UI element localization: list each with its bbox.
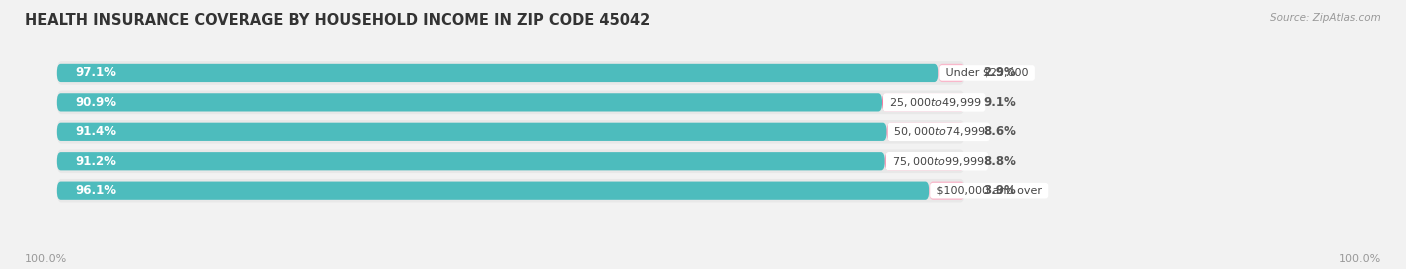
Text: 90.9%: 90.9%: [76, 96, 117, 109]
Text: 91.4%: 91.4%: [76, 125, 117, 138]
Text: 97.1%: 97.1%: [76, 66, 117, 79]
Text: $50,000 to $74,999: $50,000 to $74,999: [890, 125, 987, 138]
FancyBboxPatch shape: [56, 179, 965, 203]
FancyBboxPatch shape: [56, 152, 884, 170]
Text: 8.6%: 8.6%: [984, 125, 1017, 138]
Text: 100.0%: 100.0%: [1339, 254, 1381, 264]
Text: $100,000 and over: $100,000 and over: [934, 186, 1046, 196]
Text: 91.2%: 91.2%: [76, 155, 117, 168]
FancyBboxPatch shape: [882, 93, 965, 111]
Text: Under $25,000: Under $25,000: [942, 68, 1032, 78]
FancyBboxPatch shape: [56, 91, 965, 114]
FancyBboxPatch shape: [56, 120, 965, 144]
FancyBboxPatch shape: [929, 182, 965, 200]
FancyBboxPatch shape: [56, 150, 965, 173]
Text: 3.9%: 3.9%: [984, 184, 1017, 197]
FancyBboxPatch shape: [56, 61, 965, 85]
FancyBboxPatch shape: [56, 123, 887, 141]
FancyBboxPatch shape: [56, 182, 929, 200]
FancyBboxPatch shape: [887, 123, 965, 141]
FancyBboxPatch shape: [884, 152, 965, 170]
Text: 2.9%: 2.9%: [984, 66, 1017, 79]
Text: Source: ZipAtlas.com: Source: ZipAtlas.com: [1270, 13, 1381, 23]
Text: $25,000 to $49,999: $25,000 to $49,999: [886, 96, 983, 109]
Text: 9.1%: 9.1%: [984, 96, 1017, 109]
Legend: With Coverage, Without Coverage: With Coverage, Without Coverage: [482, 267, 734, 269]
FancyBboxPatch shape: [938, 64, 965, 82]
Text: $75,000 to $99,999: $75,000 to $99,999: [889, 155, 986, 168]
Text: 96.1%: 96.1%: [76, 184, 117, 197]
FancyBboxPatch shape: [56, 64, 938, 82]
Text: HEALTH INSURANCE COVERAGE BY HOUSEHOLD INCOME IN ZIP CODE 45042: HEALTH INSURANCE COVERAGE BY HOUSEHOLD I…: [25, 13, 651, 29]
FancyBboxPatch shape: [56, 93, 882, 111]
Text: 100.0%: 100.0%: [25, 254, 67, 264]
Text: 8.8%: 8.8%: [984, 155, 1017, 168]
